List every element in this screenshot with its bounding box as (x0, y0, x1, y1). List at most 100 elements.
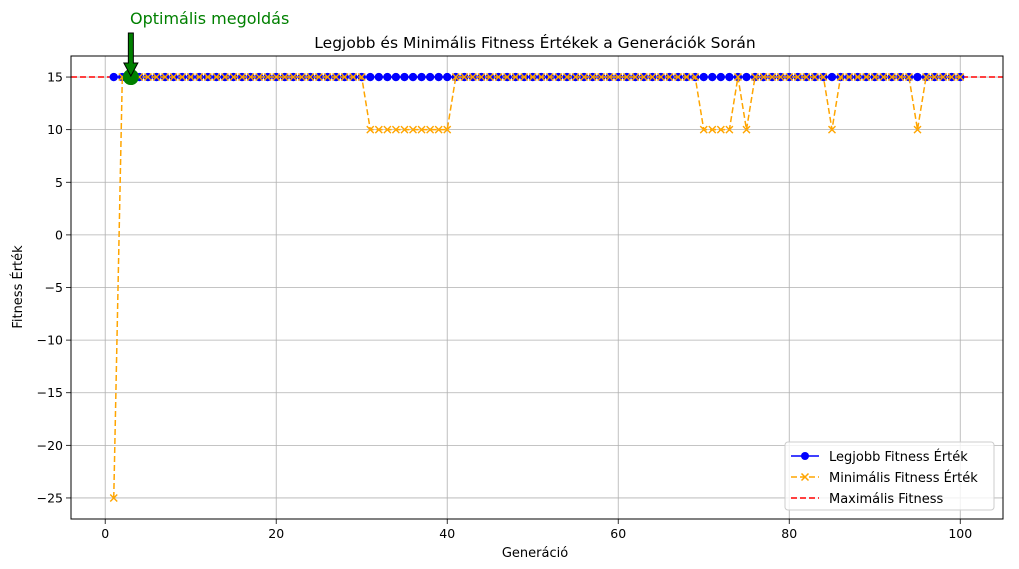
best-fitness-point (400, 72, 409, 82)
min-fitness-point (845, 73, 854, 82)
min-fitness-point (810, 73, 819, 82)
legend-item-max: Maximális Fitness (791, 492, 943, 507)
min-fitness-point (904, 73, 913, 82)
min-fitness-point (588, 73, 597, 82)
min-fitness-point (733, 73, 742, 82)
best-fitness-point (827, 72, 837, 82)
y-tick-label: −5 (45, 280, 63, 295)
min-fitness-point (631, 73, 640, 82)
min-fitness-point (161, 73, 170, 82)
min-fitness-point (802, 73, 811, 82)
min-fitness-point (947, 73, 956, 82)
min-fitness-point (699, 125, 708, 134)
min-fitness-point (511, 73, 520, 82)
min-fitness-point (280, 73, 289, 82)
y-tick-label: 10 (47, 122, 63, 137)
x-tick-label: 0 (101, 526, 109, 541)
min-fitness-point (656, 73, 665, 82)
min-fitness-point (143, 73, 152, 82)
min-fitness-point (178, 73, 187, 82)
min-fitness-point (417, 125, 426, 134)
legend-marker-best (801, 452, 809, 460)
min-fitness-point (357, 73, 366, 82)
best-fitness-point (374, 72, 384, 82)
min-fitness-point (537, 73, 546, 82)
min-fitness-point (374, 125, 383, 134)
min-fitness-point (340, 73, 349, 82)
optimal-solution-arrow (123, 32, 139, 78)
min-fitness-point (614, 73, 623, 82)
min-fitness-point (930, 73, 939, 82)
min-fitness-point (468, 73, 477, 82)
ticks: 0 20 40 60 80 100 15 10 5 0 −5 −10 −15 −20 −25 (37, 70, 973, 541)
best-fitness-point (725, 72, 734, 82)
min-fitness-point (870, 73, 879, 82)
best-fitness-point (443, 72, 452, 82)
x-tick-label: 40 (439, 526, 455, 541)
min-fitness-point (503, 73, 512, 82)
min-fitness-point (819, 73, 828, 82)
min-fitness-point (682, 73, 691, 82)
min-fitness-point (768, 73, 777, 82)
y-tick-label: 15 (47, 70, 63, 85)
min-fitness-point (922, 73, 931, 82)
min-fitness-point (751, 73, 760, 82)
min-fitness-point (639, 73, 648, 82)
min-fitness-point (896, 73, 905, 82)
min-fitness-point (246, 73, 255, 82)
min-fitness-point (109, 493, 118, 502)
min-fitness-point (887, 73, 896, 82)
min-fitness-point (605, 73, 614, 82)
min-fitness-point (545, 73, 554, 82)
min-fitness-line (113, 76, 961, 498)
best-fitness-point (109, 72, 118, 82)
min-fitness-point (263, 73, 272, 82)
y-axis-label: Fitness Érték (10, 245, 26, 329)
min-fitness-point (879, 73, 888, 82)
min-fitness-point (152, 73, 161, 82)
best-fitness-point (742, 72, 751, 82)
y-tick-label: −20 (37, 438, 63, 453)
min-fitness-point (580, 73, 589, 82)
min-fitness-point (409, 125, 418, 134)
min-fitness-point (716, 125, 725, 134)
best-fitness-point (716, 72, 726, 82)
min-fitness-point (229, 73, 238, 82)
min-fitness-point (400, 125, 409, 134)
x-tick-label: 60 (610, 526, 626, 541)
x-tick-label: 80 (781, 526, 797, 541)
min-fitness-point (836, 73, 845, 82)
min-fitness-point (451, 73, 460, 82)
legend-marker-min (800, 472, 810, 482)
min-fitness-point (195, 73, 204, 82)
chart-title: Legjobb és Minimális Fitness Értékek a G… (314, 33, 755, 52)
min-fitness-point (238, 73, 247, 82)
min-fitness-point (391, 125, 400, 134)
legend-box (784, 441, 995, 511)
min-fitness-point (862, 73, 871, 82)
grid (71, 56, 1003, 519)
min-fitness-point (691, 73, 700, 82)
y-tick-label: −25 (37, 490, 63, 505)
min-fitness-point (272, 73, 281, 82)
min-fitness-point (332, 73, 341, 82)
min-fitness-point (827, 125, 836, 134)
min-fitness-point (323, 73, 332, 82)
min-fitness-point (913, 125, 922, 134)
min-fitness-point (186, 73, 195, 82)
min-fitness-point (169, 73, 178, 82)
legend: Legjobb Fitness Érték Minimális Fitness … (784, 441, 995, 511)
y-tick-label: −10 (37, 333, 63, 348)
min-fitness-point (939, 73, 948, 82)
min-fitness-point (776, 73, 785, 82)
min-fitness-point (853, 73, 862, 82)
min-fitness-point (434, 125, 443, 134)
x-tick-label: 100 (948, 526, 972, 541)
min-fitness-point (622, 73, 631, 82)
min-fitness-point (759, 73, 768, 82)
x-tick-label: 20 (268, 526, 284, 541)
min-fitness-point (289, 73, 298, 82)
legend-label-best: Legjobb Fitness Érték (829, 449, 968, 465)
best-fitness-point (366, 72, 375, 82)
